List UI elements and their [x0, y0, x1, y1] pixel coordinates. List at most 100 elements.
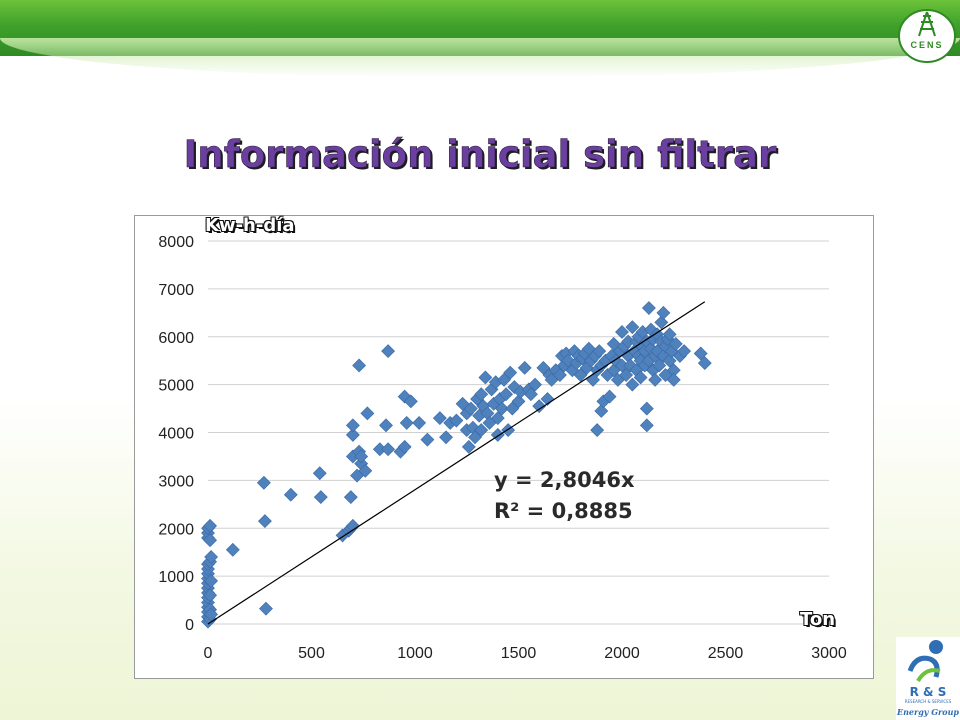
- data-point: [652, 358, 667, 373]
- page-title: Información inicial sin filtrar: [183, 133, 777, 177]
- x-tick-label: 1000: [397, 645, 433, 662]
- x-tick-label: 2500: [708, 645, 744, 662]
- data-point: [677, 344, 692, 359]
- y-tick-label: 0: [185, 617, 194, 634]
- data-point: [662, 353, 677, 368]
- data-point: [345, 518, 360, 533]
- data-point: [523, 387, 538, 402]
- data-point: [499, 387, 514, 402]
- data-point: [399, 416, 414, 430]
- x-tick-label: 500: [298, 645, 325, 662]
- y-tick-label: 2000: [158, 521, 194, 538]
- y-tick-label: 5000: [158, 378, 194, 395]
- data-point: [592, 344, 607, 359]
- data-point: [313, 490, 328, 505]
- data-point: [668, 337, 683, 351]
- data-point: [463, 401, 478, 416]
- data-point: [204, 550, 219, 564]
- data-point: [203, 533, 217, 548]
- data-point: [501, 423, 516, 438]
- data-point: [662, 327, 677, 342]
- y-tick-label: 3000: [158, 473, 194, 490]
- data-point: [204, 607, 219, 622]
- data-point: [312, 466, 327, 481]
- data-point: [432, 411, 447, 426]
- data-point: [478, 370, 493, 385]
- data-point: [381, 442, 396, 457]
- data-point: [461, 439, 476, 454]
- x-tick-label: 0: [204, 645, 213, 662]
- rs-logo-group: Energy Group: [896, 707, 960, 717]
- data-point: [225, 542, 240, 557]
- data-point: [381, 344, 396, 359]
- data-point: [420, 432, 435, 447]
- data-point: [590, 423, 605, 438]
- scatter-chart: 0 1000 2000 3000 4000 5000 6000 7000 8000 0 500 100…: [158, 234, 847, 662]
- data-point: [474, 387, 489, 402]
- y-tick-label: 4000: [158, 426, 194, 443]
- x-axis-title: Ton: [800, 609, 836, 630]
- chart-area: 0 1000 2000 3000 4000 5000 6000 7000 8000 0 500 100…: [134, 215, 874, 679]
- header-swoosh: [0, 38, 960, 78]
- data-point: [639, 418, 654, 433]
- cens-logo-text: CENS: [910, 40, 944, 50]
- y-tick-label: 8000: [158, 234, 194, 251]
- y-tick-label: 6000: [158, 330, 194, 347]
- data-point: [511, 394, 526, 409]
- data-point: [358, 463, 373, 478]
- data-point: [625, 320, 640, 335]
- data-point: [517, 360, 532, 375]
- cens-logo-icon: [898, 9, 956, 63]
- data-point: [345, 427, 360, 442]
- data-point: [259, 601, 273, 616]
- data-point: [503, 365, 518, 380]
- trendline-equation: y = 2,8046x R² = 0,8885: [494, 465, 635, 527]
- data-point: [397, 389, 412, 404]
- rs-logo-subtext: RESEARCH & SERVICES: [904, 699, 952, 704]
- data-point: [641, 301, 656, 315]
- cens-logo: CENS: [895, 2, 959, 66]
- data-point: [412, 416, 427, 430]
- r-squared-line: R² = 0,8885: [494, 499, 633, 523]
- data-point: [495, 401, 509, 416]
- data-point: [602, 389, 617, 404]
- data-point: [619, 368, 634, 382]
- data-point: [532, 399, 547, 414]
- data-point: [561, 353, 576, 368]
- data-point: [697, 356, 712, 371]
- data-point: [397, 439, 412, 454]
- data-point: [204, 573, 219, 588]
- data-point: [343, 490, 358, 505]
- data-point: [403, 394, 418, 409]
- data-point: [354, 449, 369, 464]
- data-point: [449, 413, 464, 428]
- data-point: [540, 392, 555, 406]
- data-point: [352, 358, 367, 373]
- data-point: [625, 377, 640, 392]
- data-point: [360, 406, 375, 421]
- trendline: [207, 301, 706, 625]
- data-point: [693, 346, 708, 361]
- data-point: [203, 588, 217, 603]
- y-tick-label: 1000: [158, 569, 194, 586]
- data-point: [490, 411, 505, 426]
- data-point: [594, 404, 609, 418]
- rs-logo-text: R & S: [909, 685, 947, 699]
- data-point: [648, 372, 663, 387]
- data-point: [615, 325, 629, 339]
- data-point: [203, 518, 217, 533]
- data-point: [258, 514, 272, 528]
- data-point: [345, 418, 360, 433]
- rs-logo: R & S RESEARCH & SERVICES Energy Group: [896, 637, 960, 720]
- rs-logo-icon: [907, 640, 943, 683]
- data-point: [552, 368, 567, 382]
- data-point: [507, 380, 522, 394]
- data-point: [633, 370, 648, 385]
- data-point: [528, 377, 542, 392]
- x-tick-label: 1500: [501, 645, 537, 662]
- data-point: [283, 487, 298, 502]
- x-tick-label: 2000: [604, 645, 640, 662]
- x-tick-label: 3000: [811, 645, 847, 662]
- data-point: [379, 418, 393, 433]
- data-point: [439, 430, 453, 445]
